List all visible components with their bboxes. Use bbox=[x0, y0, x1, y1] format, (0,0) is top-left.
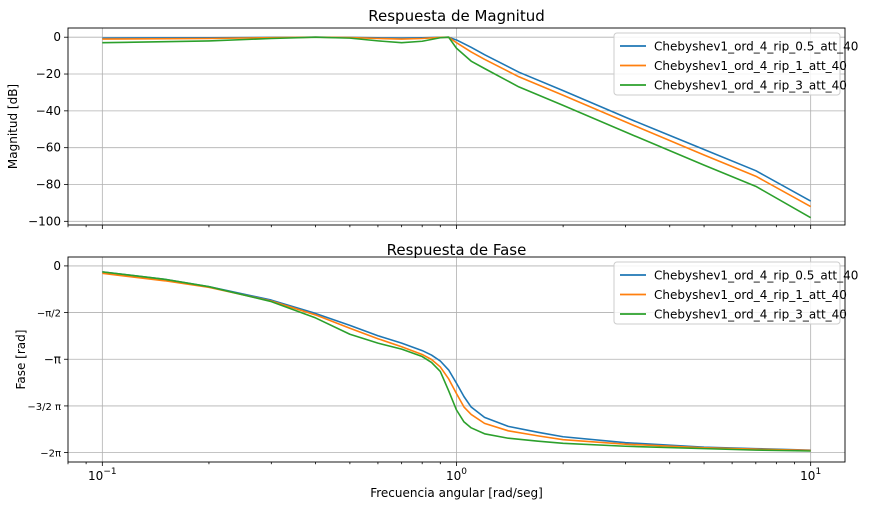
y-axis-label: Fase [rad] bbox=[14, 330, 28, 390]
y-tick-label: −π bbox=[44, 352, 61, 366]
series-line-3 bbox=[102, 271, 811, 452]
legend-label-2: Chebyshev1_ord_4_rip_1_att_40 bbox=[654, 59, 847, 73]
x-tick-label: 100 bbox=[446, 467, 467, 483]
legend: Chebyshev1_ord_4_rip_0.5_att_40 Chebyshev… bbox=[613, 261, 858, 325]
legend-label-1: Chebyshev1_ord_4_rip_0.5_att_40 bbox=[654, 40, 858, 54]
legend-label-3: Chebyshev1_ord_4_rip_3_att_40 bbox=[654, 308, 847, 322]
y-tick-label: −80 bbox=[36, 177, 61, 191]
y-tick-label: −60 bbox=[36, 141, 61, 155]
y-axis-label: Magnitud [dB] bbox=[6, 84, 20, 169]
legend: Chebyshev1_ord_4_rip_0.5_att_40 Chebyshev… bbox=[613, 32, 858, 96]
y-tick-label: −100 bbox=[28, 214, 61, 228]
y-tick-label: −3/2 π bbox=[27, 402, 61, 413]
y-tick-label: −40 bbox=[36, 104, 61, 118]
y-tick-label: 0 bbox=[53, 259, 61, 273]
legend-label-2: Chebyshev1_ord_4_rip_1_att_40 bbox=[654, 288, 847, 302]
x-axis-label: Frecuencia angular [rad/seg] bbox=[370, 486, 543, 500]
series-line-1 bbox=[102, 271, 811, 451]
chart-title: Respuesta de Magnitud bbox=[368, 7, 544, 25]
chart-title: Respuesta de Fase bbox=[387, 241, 527, 259]
phase-panel: Respuesta de Fase 0 −π/2 −π −3/2 π −2π 10−1 100… bbox=[14, 241, 858, 500]
y-tick-label: −20 bbox=[36, 67, 61, 81]
legend-label-3: Chebyshev1_ord_4_rip_3_att_40 bbox=[654, 79, 847, 93]
y-tick-label: −2π bbox=[40, 449, 61, 460]
legend-label-1: Chebyshev1_ord_4_rip_0.5_att_40 bbox=[654, 269, 858, 283]
legend-box bbox=[613, 32, 841, 96]
magnitude-panel: Respuesta de Magnitud 0 −20 −40 −60 −80 −100 Ma… bbox=[6, 7, 858, 229]
series-line-3 bbox=[102, 36, 812, 219]
legend-box bbox=[613, 261, 841, 325]
series-line-2 bbox=[102, 272, 811, 452]
x-tick-label: 101 bbox=[800, 467, 821, 483]
y-tick-label: 0 bbox=[53, 30, 61, 44]
y-tick-label: −π/2 bbox=[37, 309, 61, 320]
x-tick-label: 10−1 bbox=[88, 467, 117, 483]
